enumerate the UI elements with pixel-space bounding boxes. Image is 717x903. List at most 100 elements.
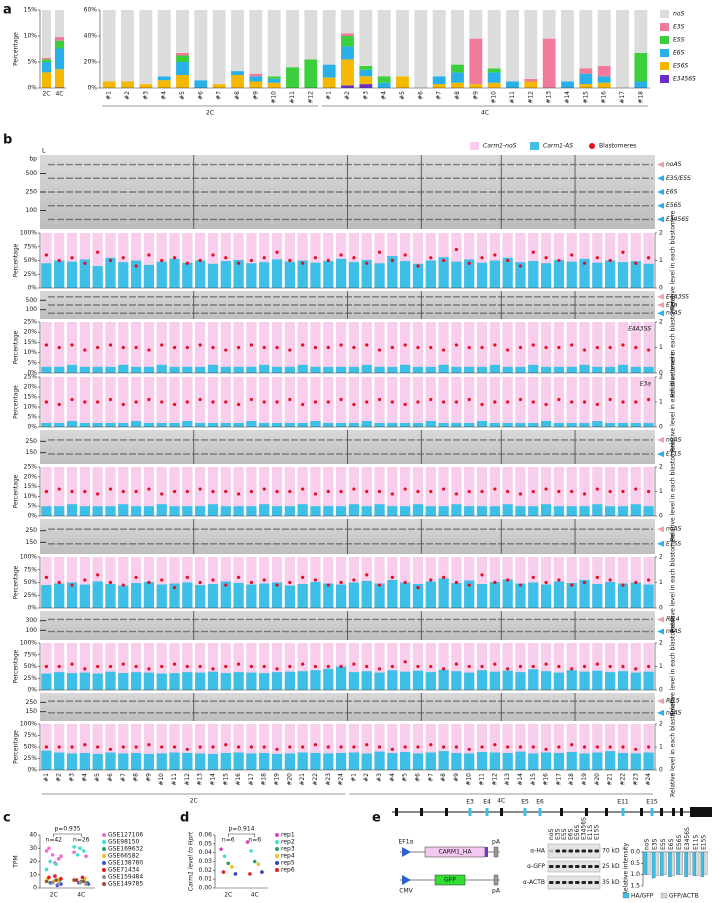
blastomere-dot: [493, 580, 497, 585]
blastomere-dot: [518, 492, 523, 496]
nos-fill: [361, 724, 372, 770]
bar: [118, 585, 129, 608]
bar: [553, 423, 565, 427]
x-tick-label: #10: [491, 91, 498, 104]
x-tick-label: #2: [56, 773, 63, 782]
legend-label: GFP/ACTB: [669, 893, 699, 900]
blastomere-dot: [339, 489, 343, 494]
blastomere-dot: [70, 583, 74, 587]
bar: [425, 752, 436, 770]
y-tick-label: 100%: [20, 230, 37, 237]
bar-segment: [377, 10, 391, 77]
blot-strip: [547, 875, 601, 890]
bar: [323, 423, 334, 427]
nos-fill: [464, 724, 475, 770]
blot-band: [575, 865, 580, 868]
x-tick-label: #1: [326, 91, 333, 100]
blot-band: [594, 865, 599, 868]
bar-segment: [54, 69, 65, 88]
blastomere-dot: [57, 664, 61, 669]
bar: [579, 423, 590, 427]
bar-segment: [304, 10, 318, 60]
x-tick-label: #3: [376, 773, 383, 782]
x-tick-label: #12: [527, 91, 534, 104]
blastomere-dot: [634, 580, 638, 585]
blastomere-dot: [531, 664, 535, 669]
band-label: E3a: [666, 302, 678, 309]
nos-fill: [528, 322, 539, 373]
blastomere-dot: [313, 492, 318, 496]
data-point: [72, 850, 76, 855]
bar-segment: [341, 33, 354, 36]
ladder-label: 250: [26, 189, 38, 196]
bar: [92, 673, 103, 690]
bar: [695, 851, 700, 876]
blastomere-dot: [646, 348, 651, 352]
legend-label: Carm1-AS: [543, 143, 573, 150]
bar: [412, 504, 424, 516]
data-point: [47, 846, 51, 851]
blastomere-dot: [262, 664, 266, 669]
blastomere-dot: [518, 583, 523, 587]
blastomere-dot: [108, 487, 113, 491]
y-tick-label: 1.0: [630, 871, 640, 878]
ladder-label: 100: [26, 627, 38, 634]
blastomere-dot: [570, 489, 574, 494]
bar-segment: [377, 82, 391, 88]
blastomere-dot: [262, 745, 266, 749]
n-label: n=26: [73, 837, 90, 844]
x-tick-label: E56S: [676, 835, 683, 850]
blastomere-dot: [262, 256, 266, 260]
blastomere-dot: [288, 580, 292, 585]
bar-segment: [176, 75, 189, 88]
blastomere-dot: [121, 402, 125, 407]
bar: [361, 580, 372, 608]
nos-fill: [643, 322, 654, 373]
bar: [703, 851, 708, 875]
y-axis-label: Percentage: [13, 565, 20, 599]
bar: [374, 672, 385, 690]
blastomere-dot: [646, 256, 651, 260]
bar-segment: [54, 37, 65, 41]
y-axis-label: Percentage: [13, 730, 20, 764]
blastomere-dot: [185, 400, 189, 404]
bar: [156, 364, 167, 373]
bar: [592, 504, 603, 516]
bar: [528, 261, 539, 288]
band-arrow: [657, 616, 664, 623]
blastomere-dot: [390, 400, 394, 404]
bar: [643, 506, 654, 516]
nos-fill: [335, 322, 347, 373]
blot-band: [549, 849, 554, 853]
nos-fill: [553, 377, 565, 427]
bar: [451, 366, 462, 373]
nos-fill: [169, 643, 180, 690]
blastomere-dot: [429, 743, 433, 747]
bar: [566, 583, 577, 608]
y-tick-label: 0.01: [199, 876, 213, 883]
blot-band: [588, 849, 593, 853]
data-point: [56, 882, 61, 886]
blastomere-dot: [557, 345, 561, 350]
group-label: 4C: [497, 798, 505, 805]
blastomere-dot: [262, 487, 266, 491]
bar: [425, 506, 436, 516]
bar: [41, 750, 52, 770]
y-tick-label: 15%: [24, 394, 38, 401]
bar: [605, 506, 616, 516]
x-tick-label: #5: [399, 91, 406, 100]
nos-fill: [297, 377, 308, 427]
blastomere-dot: [121, 745, 125, 749]
ladder-label: 250: [26, 699, 38, 706]
blastomere-dot: [339, 253, 343, 257]
nos-fill: [66, 322, 78, 373]
legend-label: rep4: [281, 853, 295, 860]
nos-fill: [348, 643, 360, 690]
bar-segment: [359, 65, 373, 70]
blastomere-dot: [544, 747, 548, 751]
blastomere-dot: [339, 397, 343, 402]
nos-fill: [412, 557, 424, 608]
bar: [156, 423, 167, 427]
bar: [246, 421, 257, 427]
blastomere-dot: [634, 345, 638, 350]
